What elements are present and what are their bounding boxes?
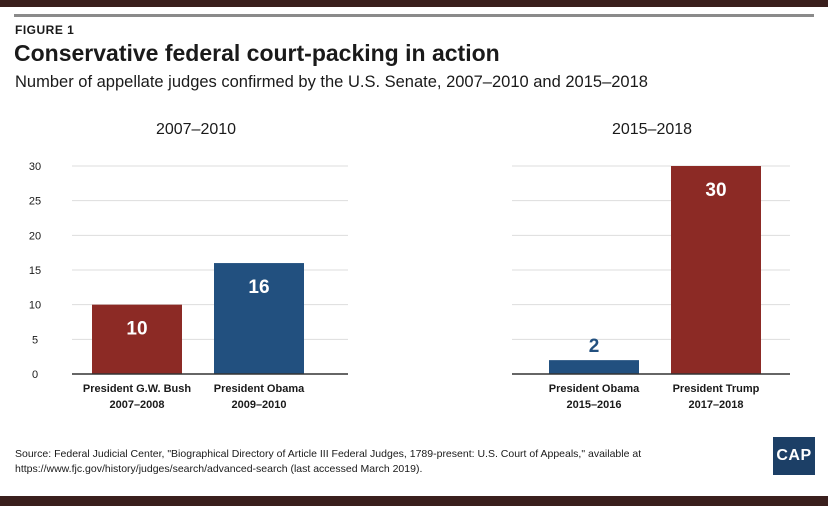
- bar: [92, 304, 182, 374]
- data-label: 2: [589, 336, 600, 357]
- x-tick-label: 2015–2016: [566, 399, 621, 411]
- y-tick-label: 5: [32, 334, 38, 346]
- panel-title: 2015–2018: [612, 121, 692, 138]
- bar: [214, 263, 304, 374]
- y-tick-label: 25: [29, 196, 41, 208]
- source-note: Source: Federal Judicial Center, "Biogra…: [15, 448, 642, 475]
- x-tick-label: President Obama: [549, 383, 640, 395]
- x-tick-label: 2009–2010: [231, 399, 286, 411]
- data-label: 16: [248, 277, 269, 298]
- bar: [549, 360, 639, 374]
- x-tick-label: President Trump: [673, 383, 760, 395]
- y-tick-label: 30: [29, 161, 41, 173]
- bottom-border-bar: [0, 496, 828, 506]
- y-tick-label: 15: [29, 265, 41, 277]
- chart-title: Conservative federal court-packing in ac…: [14, 40, 500, 66]
- y-tick-label: 20: [29, 230, 41, 242]
- data-label: 10: [126, 319, 147, 340]
- y-tick-label: 0: [32, 369, 38, 381]
- panel-title: 2007–2010: [156, 121, 236, 138]
- figure-label: FIGURE 1: [15, 23, 75, 37]
- data-label: 30: [705, 180, 726, 201]
- chart-subtitle: Number of appellate judges confirmed by …: [15, 73, 648, 91]
- top-rule: [14, 14, 814, 17]
- x-tick-label: President Obama: [214, 383, 305, 395]
- cap-logo: CAP: [773, 437, 815, 475]
- bar-charts: 2007–2010 0 5 10 15 20 25 30 10 President G.W. Bu…: [29, 121, 790, 411]
- x-tick-label: President G.W. Bush: [83, 383, 191, 395]
- top-border-bar: [0, 0, 828, 7]
- y-tick-label: 10: [29, 300, 41, 312]
- bar: [671, 166, 761, 374]
- x-tick-label: 2017–2018: [688, 399, 743, 411]
- x-tick-label: 2007–2008: [109, 399, 164, 411]
